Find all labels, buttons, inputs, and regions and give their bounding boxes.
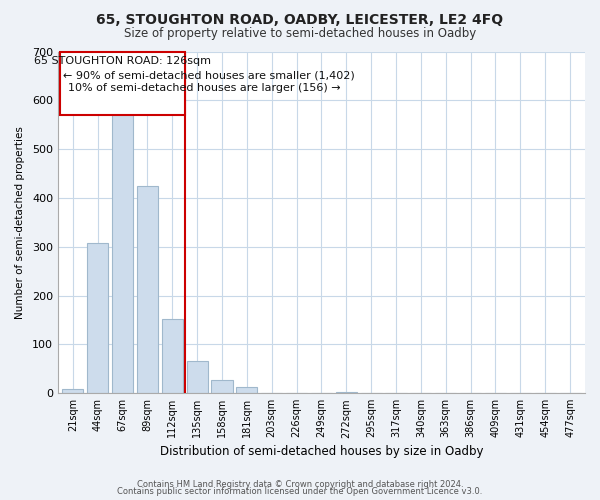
Bar <box>336 392 357 393</box>
Text: 10% of semi-detached houses are larger (156) →: 10% of semi-detached houses are larger (… <box>68 82 341 92</box>
Text: Contains HM Land Registry data © Crown copyright and database right 2024.: Contains HM Land Registry data © Crown c… <box>137 480 463 489</box>
Bar <box>236 388 257 393</box>
Y-axis label: Number of semi-detached properties: Number of semi-detached properties <box>15 126 25 319</box>
Text: 65 STOUGHTON ROAD: 126sqm: 65 STOUGHTON ROAD: 126sqm <box>34 56 211 66</box>
Text: 65, STOUGHTON ROAD, OADBY, LEICESTER, LE2 4FQ: 65, STOUGHTON ROAD, OADBY, LEICESTER, LE… <box>97 12 503 26</box>
Bar <box>187 362 208 393</box>
Bar <box>112 114 133 393</box>
Bar <box>162 319 183 393</box>
Text: Size of property relative to semi-detached houses in Oadby: Size of property relative to semi-detach… <box>124 28 476 40</box>
X-axis label: Distribution of semi-detached houses by size in Oadby: Distribution of semi-detached houses by … <box>160 444 483 458</box>
Text: Contains public sector information licensed under the Open Government Licence v3: Contains public sector information licen… <box>118 487 482 496</box>
Text: ← 90% of semi-detached houses are smaller (1,402): ← 90% of semi-detached houses are smalle… <box>63 70 355 80</box>
Bar <box>87 244 108 393</box>
FancyBboxPatch shape <box>61 52 185 115</box>
Bar <box>62 390 83 393</box>
Bar <box>211 380 233 393</box>
Bar <box>137 186 158 393</box>
